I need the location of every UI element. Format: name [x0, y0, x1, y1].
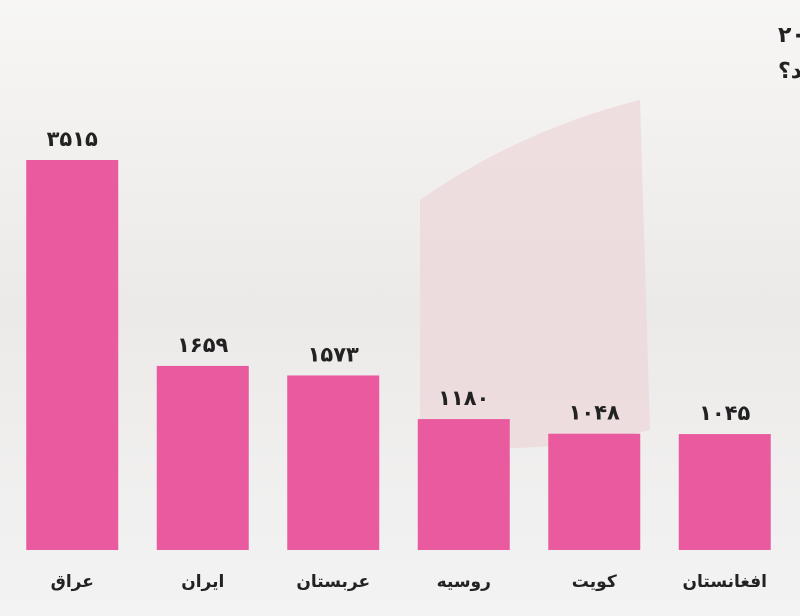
bar [548, 433, 641, 550]
x-tick-label: روسیه [437, 572, 491, 592]
bar [156, 365, 249, 550]
bar [287, 375, 380, 550]
data-label: ۱۰۴۵ [699, 401, 750, 425]
bar [678, 434, 771, 550]
data-label: ۱۱۸۰ [438, 386, 489, 410]
bar [26, 160, 119, 550]
chart-title: شهروندان کدام کشورها در هشت ماهه نخست سا… [778, 23, 800, 48]
x-tick-label: ایران [181, 572, 224, 592]
flag-decoration [420, 100, 650, 448]
chart-title: بیشترین تعداد خانه را در ترکیه خریده‌اند… [778, 59, 800, 84]
data-label: ۱۰۴۸ [569, 401, 620, 425]
x-tick-label: عراق [51, 572, 94, 592]
bar [417, 419, 510, 550]
data-label: ۱۶۵۹ [177, 333, 228, 357]
data-label: ۳۵۱۵ [47, 127, 98, 151]
x-tick-label: کویت [572, 572, 617, 592]
x-tick-label: عربستان [296, 572, 370, 592]
data-label: ۱۵۷۳ [308, 342, 359, 366]
x-tick-label: افغانستان [683, 572, 767, 592]
